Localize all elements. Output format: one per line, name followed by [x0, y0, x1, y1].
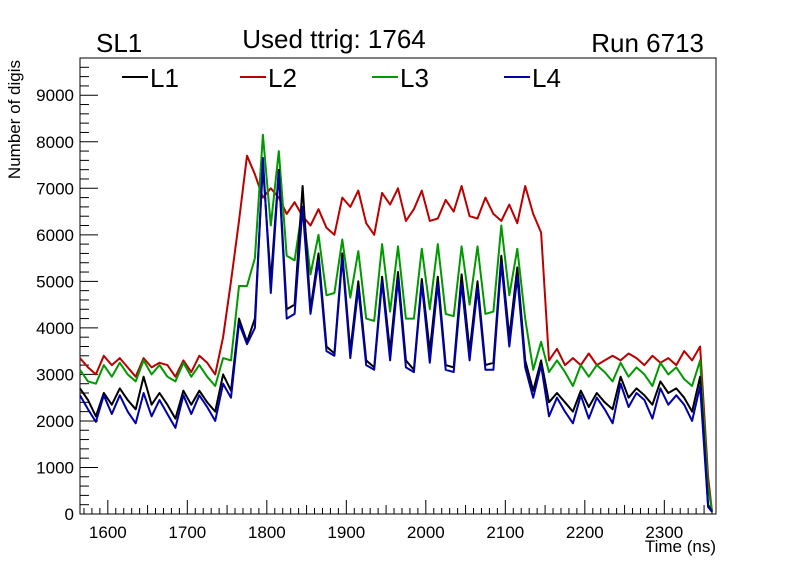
y-tick-label: 1000 — [36, 458, 74, 477]
series-line-l2 — [79, 154, 713, 512]
x-tick-label: 1600 — [89, 523, 127, 542]
x-tick-label: 1700 — [168, 523, 206, 542]
x-tick-label: 2300 — [645, 523, 683, 542]
y-tick-label: 8000 — [36, 133, 74, 152]
legend-entry-l2: L2 — [240, 63, 297, 93]
legend-label: L1 — [150, 63, 179, 93]
series-line-l4 — [79, 157, 713, 513]
series-line-l1 — [79, 164, 713, 513]
legend-entry-l1: L1 — [122, 63, 179, 93]
x-tick-label: 2100 — [486, 523, 524, 542]
legend: L1 L2 L3 L4 — [122, 63, 561, 93]
series-line-l3 — [79, 133, 713, 512]
y-axis-title: Number of digis — [5, 60, 24, 179]
legend-entry-l4: L4 — [504, 63, 561, 93]
legend-label: L4 — [532, 63, 561, 93]
header-left: SL1 — [96, 28, 142, 58]
y-tick-label: 7000 — [36, 179, 74, 198]
x-tick-label: 1800 — [248, 523, 286, 542]
chart-title: Used ttrig: 1764 — [242, 24, 426, 54]
x-tick-label: 2200 — [566, 523, 604, 542]
y-tick-label: 3000 — [36, 365, 74, 384]
plot-frame — [79, 57, 717, 515]
series-lines — [79, 133, 713, 513]
x-tick-label: 2000 — [407, 523, 445, 542]
y-tick-labels: 0 1000 2000 3000 4000 5000 6000 7000 8000 9000 — [36, 86, 74, 524]
y-tick-label: 4000 — [36, 319, 74, 338]
x-tick-labels: 1600 1700 1800 1900 2000 2100 2200 2300 — [89, 523, 683, 542]
x-axis-title: Time (ns) — [645, 537, 716, 556]
y-tick-label: 2000 — [36, 412, 74, 431]
legend-label: L3 — [400, 63, 429, 93]
y-tick-label: 6000 — [36, 226, 74, 245]
y-tick-label: 5000 — [36, 272, 74, 291]
axis-ticks — [80, 57, 713, 515]
legend-label: L2 — [268, 63, 297, 93]
legend-entry-l3: L3 — [372, 63, 429, 93]
y-tick-label: 0 — [65, 505, 74, 524]
y-tick-label: 9000 — [36, 86, 74, 105]
x-tick-label: 1900 — [327, 523, 365, 542]
header-right: Run 6713 — [591, 28, 704, 58]
